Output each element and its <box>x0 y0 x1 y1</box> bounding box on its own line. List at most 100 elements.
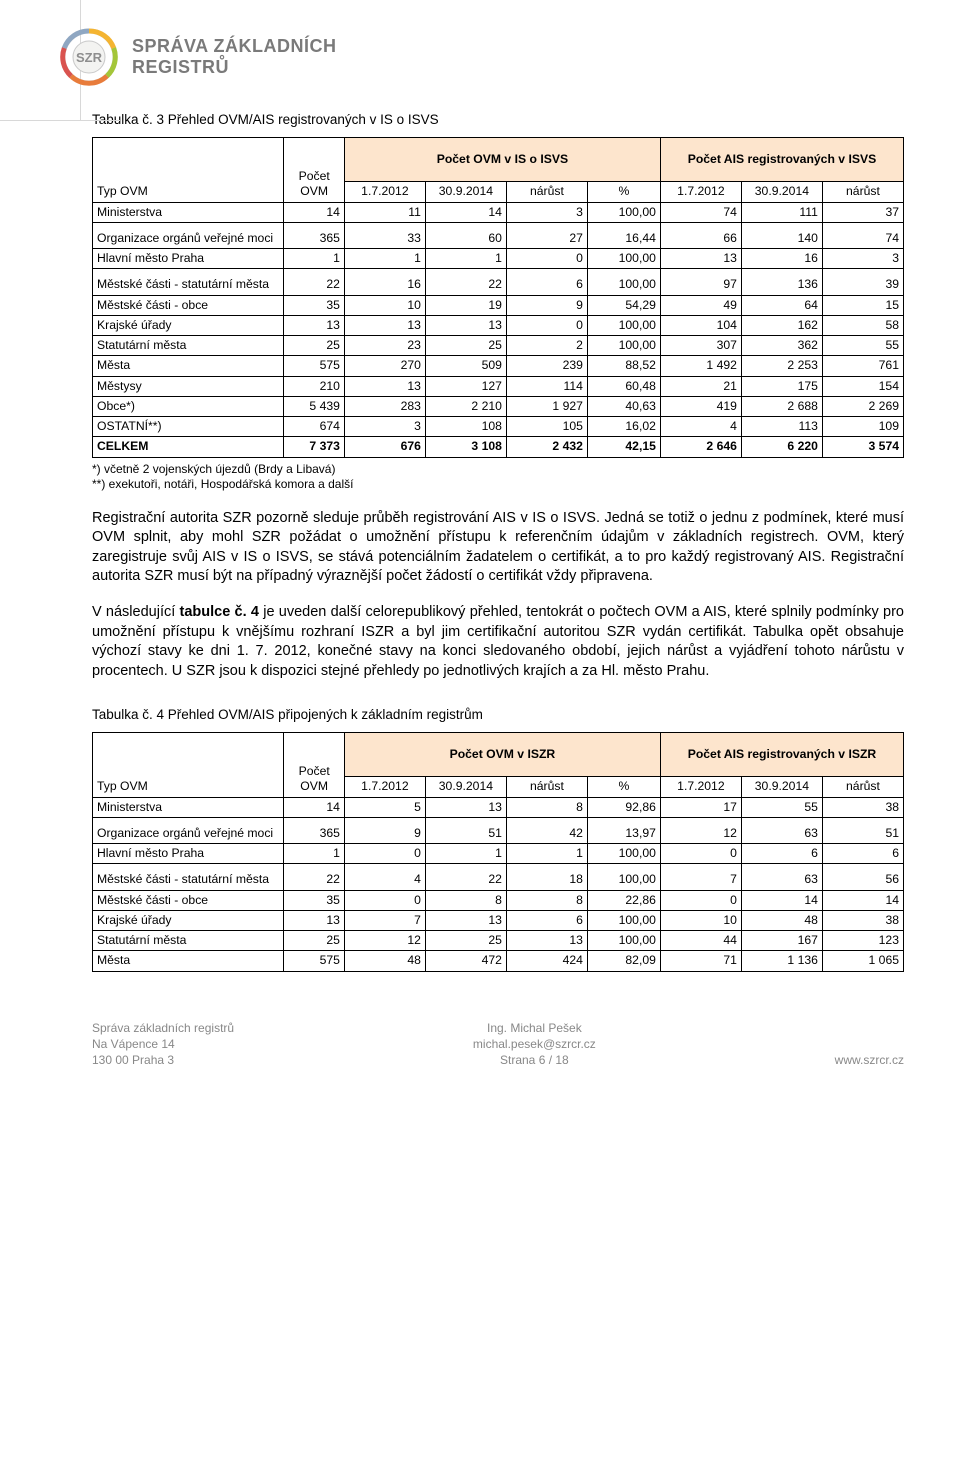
paragraph-1: Registrační autorita SZR pozorně sleduje… <box>92 509 904 587</box>
cell: 7 <box>660 864 741 890</box>
table-row: Městské části - obce351019954,29496415 <box>93 295 904 315</box>
cell: 0 <box>506 249 587 269</box>
row-label: CELKEM <box>93 437 284 457</box>
cell: 55 <box>822 336 903 356</box>
table-1-footnotes: *) včetně 2 vojenských újezdů (Brdy a Li… <box>92 462 904 493</box>
hdr-group-1: Počet OVM v IS o ISVS <box>344 138 660 182</box>
cell: 25 <box>425 931 506 951</box>
row-label: Hlavní město Praha <box>93 249 284 269</box>
cell: 13 <box>425 797 506 817</box>
footnote-2: **) exekutoři, notáři, Hospodářská komor… <box>92 477 904 493</box>
cell: 1 <box>506 844 587 864</box>
cell: 10 <box>660 910 741 930</box>
cell: 111 <box>741 202 822 222</box>
cell: 74 <box>660 202 741 222</box>
table-row: Hlavní město Praha1011100,00066 <box>93 844 904 864</box>
cell: 0 <box>344 844 425 864</box>
cell: 100,00 <box>587 931 660 951</box>
hdr-group-2: Počet AIS registrovaných v ISVS <box>660 138 903 182</box>
table-row: Krajské úřady137136100,00104838 <box>93 910 904 930</box>
cell: 33 <box>344 222 425 248</box>
cell: 114 <box>506 376 587 396</box>
cell: 58 <box>822 315 903 335</box>
cell: 42 <box>506 817 587 843</box>
cell: 1 <box>284 249 345 269</box>
table-row: Městské části - obce3508822,8601414 <box>93 890 904 910</box>
cell: 1 <box>425 844 506 864</box>
cell: 2 210 <box>425 396 506 416</box>
cell: 14 <box>425 202 506 222</box>
row-label: Krajské úřady <box>93 910 284 930</box>
sub2-1: 30.9.2014 <box>425 777 506 797</box>
cell: 362 <box>741 336 822 356</box>
para2-bold: tabulce č. 4 <box>180 604 259 620</box>
cell: 1 492 <box>660 356 741 376</box>
cell: 5 439 <box>284 396 345 416</box>
table-row: Statutární města2523252100,0030736255 <box>93 336 904 356</box>
table-row: Obce*)5 4392832 2101 92740,634192 6882 2… <box>93 396 904 416</box>
table-2-head: Typ OVM Počet OVM Počet OVM v ISZR Počet… <box>93 733 904 798</box>
cell: 509 <box>425 356 506 376</box>
cell: 7 373 <box>284 437 345 457</box>
svg-text:SZR: SZR <box>76 50 103 65</box>
cell: 100,00 <box>587 249 660 269</box>
cell: 3 <box>344 417 425 437</box>
footnote-1: *) včetně 2 vojenských újezdů (Brdy a Li… <box>92 462 904 478</box>
table-row: Organizace orgánů veřejné moci3653360271… <box>93 222 904 248</box>
cell: 761 <box>822 356 903 376</box>
sub-2: nárůst <box>506 182 587 202</box>
table-row: OSTATNÍ**)674310810516,024113109 <box>93 417 904 437</box>
cell: 22 <box>284 269 345 295</box>
cell: 2 646 <box>660 437 741 457</box>
cell: 3 108 <box>425 437 506 457</box>
cell: 3 574 <box>822 437 903 457</box>
cell: 472 <box>425 951 506 971</box>
cell: 6 220 <box>741 437 822 457</box>
hdr-type-ovm: Typ OVM <box>93 138 284 203</box>
table-row: Města5754847242482,09711 1361 065 <box>93 951 904 971</box>
table-row: Města57527050923988,521 4922 253761 <box>93 356 904 376</box>
cell: 16,44 <box>587 222 660 248</box>
cell: 104 <box>660 315 741 335</box>
row-label: Ministerstva <box>93 797 284 817</box>
table-1-body: Ministerstva1411143100,007411137Organiza… <box>93 202 904 457</box>
cell: 74 <box>822 222 903 248</box>
cell: 37 <box>822 202 903 222</box>
cell: 15 <box>822 295 903 315</box>
cell: 6 <box>506 269 587 295</box>
cell: 10 <box>344 295 425 315</box>
cell: 100,00 <box>587 910 660 930</box>
cell: 8 <box>506 797 587 817</box>
cell: 676 <box>344 437 425 457</box>
cell: 22 <box>284 864 345 890</box>
cell: 19 <box>425 295 506 315</box>
cell: 283 <box>344 396 425 416</box>
sub-3: % <box>587 182 660 202</box>
cell: 18 <box>506 864 587 890</box>
cell: 1 065 <box>822 951 903 971</box>
cell: 22,86 <box>587 890 660 910</box>
cell: 21 <box>660 376 741 396</box>
sub-6: nárůst <box>822 182 903 202</box>
cell: 674 <box>284 417 345 437</box>
szr-logo-icon: SZR <box>60 28 118 86</box>
cell: 210 <box>284 376 345 396</box>
cell: 56 <box>822 864 903 890</box>
cell: 54,29 <box>587 295 660 315</box>
cell: 7 <box>344 910 425 930</box>
cell: 44 <box>660 931 741 951</box>
hdr-type-ovm-2: Typ OVM <box>93 733 284 798</box>
cell: 109 <box>822 417 903 437</box>
sub-5: 30.9.2014 <box>741 182 822 202</box>
cell: 22 <box>425 864 506 890</box>
cell: 14 <box>284 797 345 817</box>
cell: 175 <box>741 376 822 396</box>
sub2-6: nárůst <box>822 777 903 797</box>
cell: 12 <box>660 817 741 843</box>
cell: 27 <box>506 222 587 248</box>
cell: 38 <box>822 797 903 817</box>
cell: 35 <box>284 890 345 910</box>
cell: 13 <box>425 910 506 930</box>
cell: 127 <box>425 376 506 396</box>
cell: 1 136 <box>741 951 822 971</box>
